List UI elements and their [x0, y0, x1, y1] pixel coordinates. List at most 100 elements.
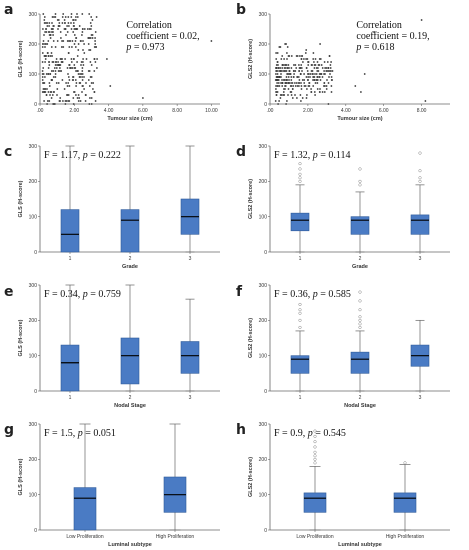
scatter-point	[306, 58, 309, 60]
scatter-point	[78, 25, 81, 27]
scatter-point	[87, 43, 90, 45]
category-label: 3	[419, 395, 422, 401]
scatter-point	[294, 70, 297, 72]
scatter-point	[45, 73, 48, 75]
scatter-point	[82, 61, 84, 63]
scatter-point	[46, 25, 49, 27]
scatter-point	[328, 55, 331, 57]
x-tick-label: 4.00	[104, 108, 114, 114]
scatter-point	[327, 67, 329, 69]
scatter-point	[373, 31, 376, 33]
scatter-point	[59, 31, 62, 33]
scatter-point	[327, 82, 330, 84]
scatter-point	[77, 100, 80, 102]
scatter-point	[284, 85, 286, 87]
scatter-point	[320, 64, 323, 66]
scatter-point	[41, 61, 44, 63]
scatter-point	[76, 13, 78, 15]
scatter-point	[303, 82, 306, 84]
x-axis-label: Grade	[352, 264, 368, 270]
scatter-point	[142, 97, 144, 99]
scatter-point	[294, 94, 296, 96]
y-axis-label: GLS (H-score)	[18, 40, 24, 77]
x-tick-label: 8.00	[172, 108, 182, 114]
scatter-point	[319, 43, 321, 45]
box	[350, 216, 370, 235]
scatter-point	[325, 88, 328, 90]
scatter-point	[59, 70, 61, 72]
scatter-point	[67, 22, 70, 24]
scatter-point	[281, 85, 284, 87]
outlier-point	[298, 302, 302, 306]
scatter-point	[300, 67, 303, 69]
correlation-annotation-line: p = 0.973	[125, 42, 164, 53]
scatter-point	[96, 67, 98, 69]
scatter-point	[67, 52, 70, 54]
scatter-point	[274, 79, 277, 81]
scatter-point	[68, 85, 71, 87]
scatter-point	[79, 100, 82, 102]
p-value: = 0.585	[318, 289, 351, 300]
scatter-point	[56, 40, 59, 42]
scatter-point	[307, 61, 310, 63]
scatter-point	[90, 64, 93, 66]
scatter-point	[72, 79, 75, 81]
scatter-point	[81, 73, 84, 75]
scatter-point	[73, 64, 76, 66]
scatter-point	[306, 70, 309, 72]
x-tick-label: 2.00	[303, 108, 313, 114]
scatter-point	[310, 88, 312, 90]
scatter-point	[59, 64, 62, 66]
scatter-point	[46, 43, 49, 45]
scatter-point	[57, 70, 60, 72]
scatter-point	[63, 19, 66, 21]
y-tick-label: 200	[29, 42, 38, 48]
correlation-annotation-line: Correlation	[356, 20, 402, 31]
scatter-point	[47, 67, 50, 69]
scatter-point	[41, 46, 44, 48]
scatter-point	[61, 79, 64, 81]
scatter-point	[51, 94, 54, 96]
y-tick-label: 0	[34, 102, 37, 108]
scatter-point	[61, 22, 64, 24]
y-tick-label: 300	[259, 144, 268, 150]
scatter-point	[275, 85, 277, 87]
outlier-point	[418, 179, 422, 183]
scatter-point	[70, 16, 73, 18]
scatter-point	[300, 100, 302, 102]
scatter-point	[284, 67, 287, 69]
scatter-point	[279, 67, 282, 69]
scatter-point	[93, 46, 96, 48]
scatter-point	[290, 79, 293, 81]
scatter-point	[41, 79, 44, 81]
scatter-point	[81, 31, 84, 33]
scatter-point	[314, 64, 317, 66]
y-tick-label: 100	[29, 492, 38, 498]
scatter-point	[64, 16, 67, 18]
scatter-point	[275, 73, 277, 75]
scatter-point	[64, 22, 66, 24]
scatter-point	[68, 79, 71, 81]
scatter-point	[317, 67, 319, 69]
scatter-point	[303, 79, 306, 81]
scatter-point	[294, 82, 296, 84]
scatter-point	[323, 70, 325, 72]
scatter-point	[72, 97, 75, 99]
scatter-point	[289, 85, 292, 87]
x-tick-label: 2.00	[69, 108, 79, 114]
scatter-point	[57, 61, 59, 63]
panel-d: d 0 100 200 300 GLS2 (H-score) Grade F = 1.32, …	[236, 144, 450, 270]
scatter-point	[43, 88, 46, 90]
p-value: = 0.545	[313, 428, 346, 439]
scatter-point	[51, 61, 54, 63]
scatter-point	[47, 91, 50, 93]
outlier-point	[418, 176, 422, 180]
scatter-point	[291, 97, 294, 99]
scatter-point	[210, 40, 213, 42]
scatter-point	[48, 64, 51, 66]
box	[350, 351, 370, 374]
scatter-point	[290, 55, 293, 57]
scatter-point	[50, 79, 53, 81]
scatter-point	[320, 73, 323, 75]
scatter-point	[88, 28, 91, 30]
